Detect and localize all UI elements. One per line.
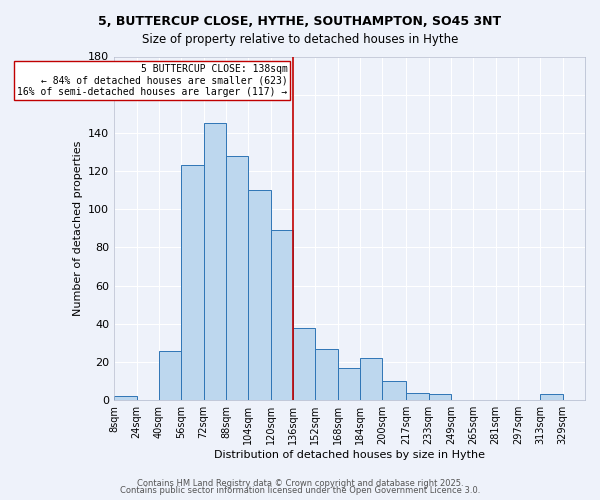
Bar bbox=[248, 190, 271, 400]
Bar bbox=[316, 348, 338, 400]
Bar bbox=[382, 381, 406, 400]
Bar bbox=[540, 394, 563, 400]
Bar bbox=[428, 394, 451, 400]
Bar bbox=[203, 124, 226, 400]
Bar bbox=[114, 396, 137, 400]
Text: 5 BUTTERCUP CLOSE: 138sqm
← 84% of detached houses are smaller (623)
16% of semi: 5 BUTTERCUP CLOSE: 138sqm ← 84% of detac… bbox=[17, 64, 287, 98]
Text: Size of property relative to detached houses in Hythe: Size of property relative to detached ho… bbox=[142, 32, 458, 46]
Bar bbox=[159, 350, 181, 400]
Bar bbox=[360, 358, 382, 400]
Bar bbox=[226, 156, 248, 400]
Text: Contains HM Land Registry data © Crown copyright and database right 2025.: Contains HM Land Registry data © Crown c… bbox=[137, 478, 463, 488]
X-axis label: Distribution of detached houses by size in Hythe: Distribution of detached houses by size … bbox=[214, 450, 485, 460]
Bar bbox=[406, 392, 428, 400]
Bar bbox=[271, 230, 293, 400]
Y-axis label: Number of detached properties: Number of detached properties bbox=[73, 140, 83, 316]
Text: 5, BUTTERCUP CLOSE, HYTHE, SOUTHAMPTON, SO45 3NT: 5, BUTTERCUP CLOSE, HYTHE, SOUTHAMPTON, … bbox=[98, 15, 502, 28]
Bar bbox=[181, 166, 203, 400]
Bar bbox=[338, 368, 360, 400]
Text: Contains public sector information licensed under the Open Government Licence 3.: Contains public sector information licen… bbox=[120, 486, 480, 495]
Bar bbox=[293, 328, 316, 400]
